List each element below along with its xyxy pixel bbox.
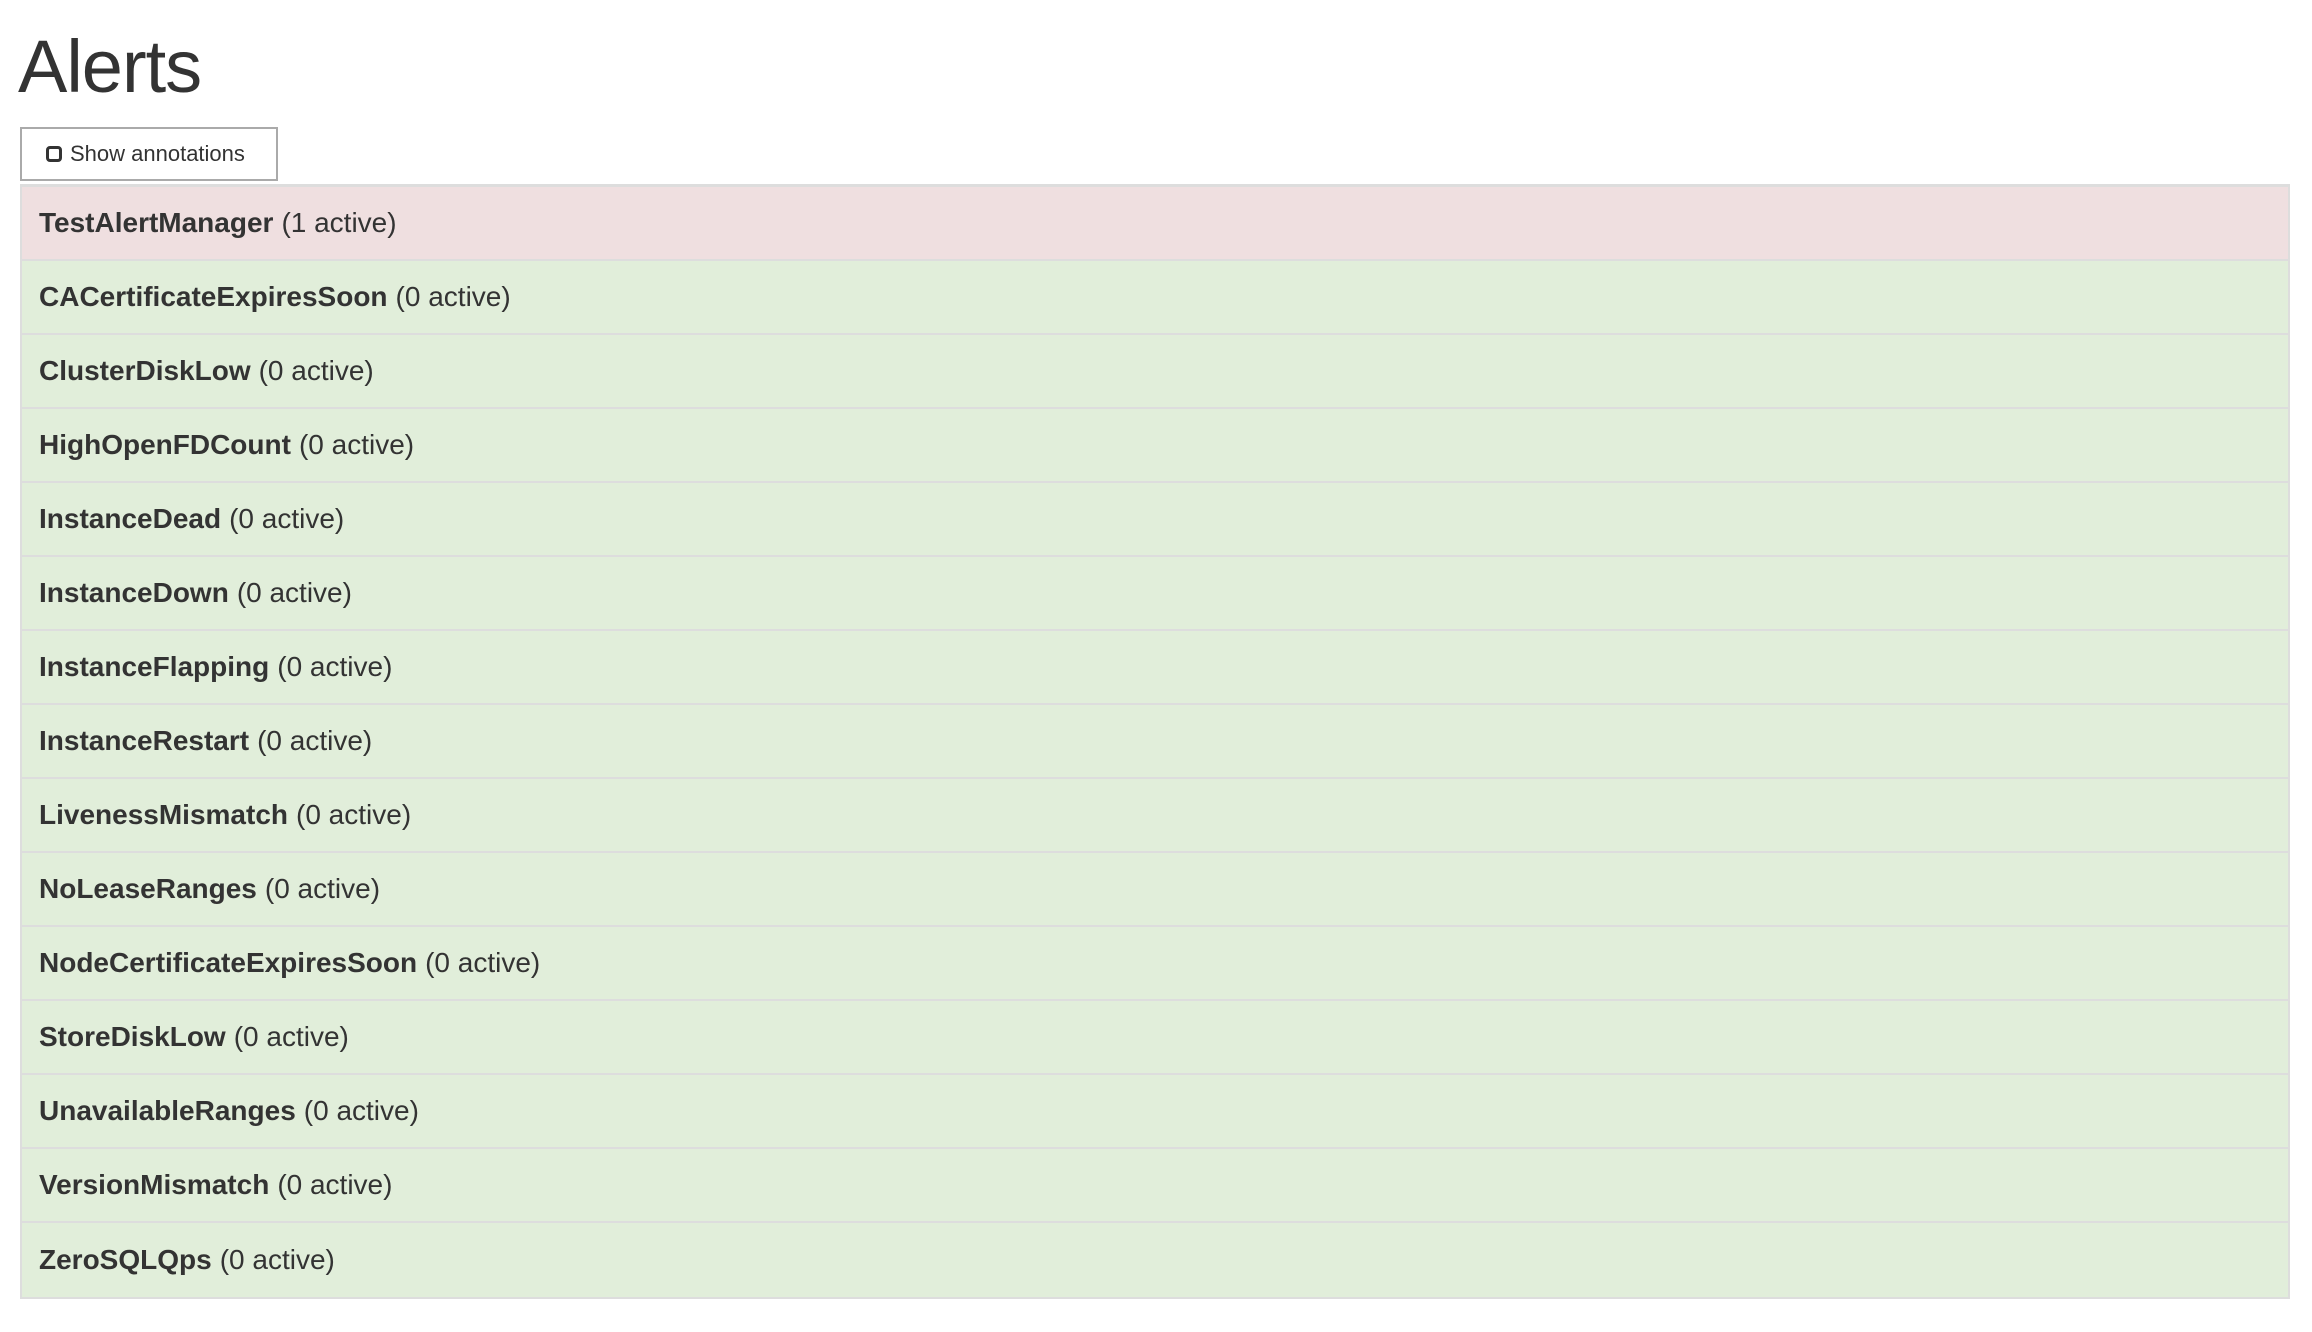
alert-name: LivenessMismatch [39, 799, 288, 830]
show-annotations-toggle[interactable]: Show annotations [20, 127, 278, 181]
alert-active-count: (0 active) [236, 577, 352, 608]
alert-active-count: (0 active) [303, 1095, 419, 1126]
alert-name: TestAlertManager [39, 207, 274, 238]
alert-row[interactable]: InstanceRestart (0 active) [22, 705, 2288, 779]
alert-row[interactable]: InstanceDown (0 active) [22, 557, 2288, 631]
alert-active-count: (0 active) [233, 1021, 349, 1052]
alert-active-count: (0 active) [277, 651, 393, 682]
alert-name: VersionMismatch [39, 1169, 270, 1200]
alert-row[interactable]: ZeroSQLQps (0 active) [22, 1223, 2288, 1297]
alert-row[interactable]: InstanceFlapping (0 active) [22, 631, 2288, 705]
alert-active-count: (0 active) [219, 1244, 335, 1275]
alert-name: StoreDiskLow [39, 1021, 226, 1052]
alert-name: ClusterDiskLow [39, 355, 251, 386]
alert-list: TestAlertManager (1 active) CACertificateE… [20, 184, 2290, 1299]
page-title: Alerts [18, 25, 202, 108]
alert-row[interactable]: TestAlertManager (1 active) [22, 187, 2288, 261]
alert-row[interactable]: LivenessMismatch (0 active) [22, 779, 2288, 853]
alert-active-count: (0 active) [296, 799, 412, 830]
alert-active-count: (0 active) [258, 355, 374, 386]
alert-row[interactable]: StoreDiskLow (0 active) [22, 1001, 2288, 1075]
alert-active-count: (1 active) [281, 207, 397, 238]
alert-name: NoLeaseRanges [39, 873, 257, 904]
alert-name: ZeroSQLQps [39, 1244, 212, 1275]
alert-active-count: (0 active) [298, 429, 415, 460]
alert-row[interactable]: ClusterDiskLow (0 active) [22, 335, 2288, 409]
show-annotations-label: Show annotations [70, 141, 245, 166]
alert-row[interactable]: NoLeaseRanges (0 active) [22, 853, 2288, 927]
alert-active-count: (0 active) [277, 1169, 393, 1200]
alert-active-count: (0 active) [257, 725, 373, 756]
alert-active-count: (0 active) [425, 947, 541, 978]
alert-active-count: (0 active) [264, 873, 381, 904]
alert-row[interactable]: VersionMismatch (0 active) [22, 1149, 2288, 1223]
alert-name: InstanceRestart [39, 725, 250, 756]
alert-row[interactable]: InstanceDead (0 active) [22, 483, 2288, 557]
alert-name: InstanceDead [39, 503, 222, 534]
alert-name: InstanceDown [39, 577, 229, 608]
alert-active-count: (0 active) [229, 503, 345, 534]
alert-row[interactable]: CACertificateExpiresSoon (0 active) [22, 261, 2288, 335]
alert-name: HighOpenFDCount [39, 429, 291, 460]
alert-name: CACertificateExpiresSoon [39, 281, 388, 312]
alert-row[interactable]: UnavailableRanges (0 active) [22, 1075, 2288, 1149]
alert-row[interactable]: NodeCertificateExpiresSoon (0 active) [22, 927, 2288, 1001]
alert-name: NodeCertificateExpiresSoon [39, 947, 418, 978]
checkbox-icon[interactable] [46, 146, 62, 162]
alert-name: InstanceFlapping [39, 651, 270, 682]
alert-row[interactable]: HighOpenFDCount (0 active) [22, 409, 2288, 483]
alert-active-count: (0 active) [395, 281, 511, 312]
alert-name: UnavailableRanges [39, 1095, 296, 1126]
